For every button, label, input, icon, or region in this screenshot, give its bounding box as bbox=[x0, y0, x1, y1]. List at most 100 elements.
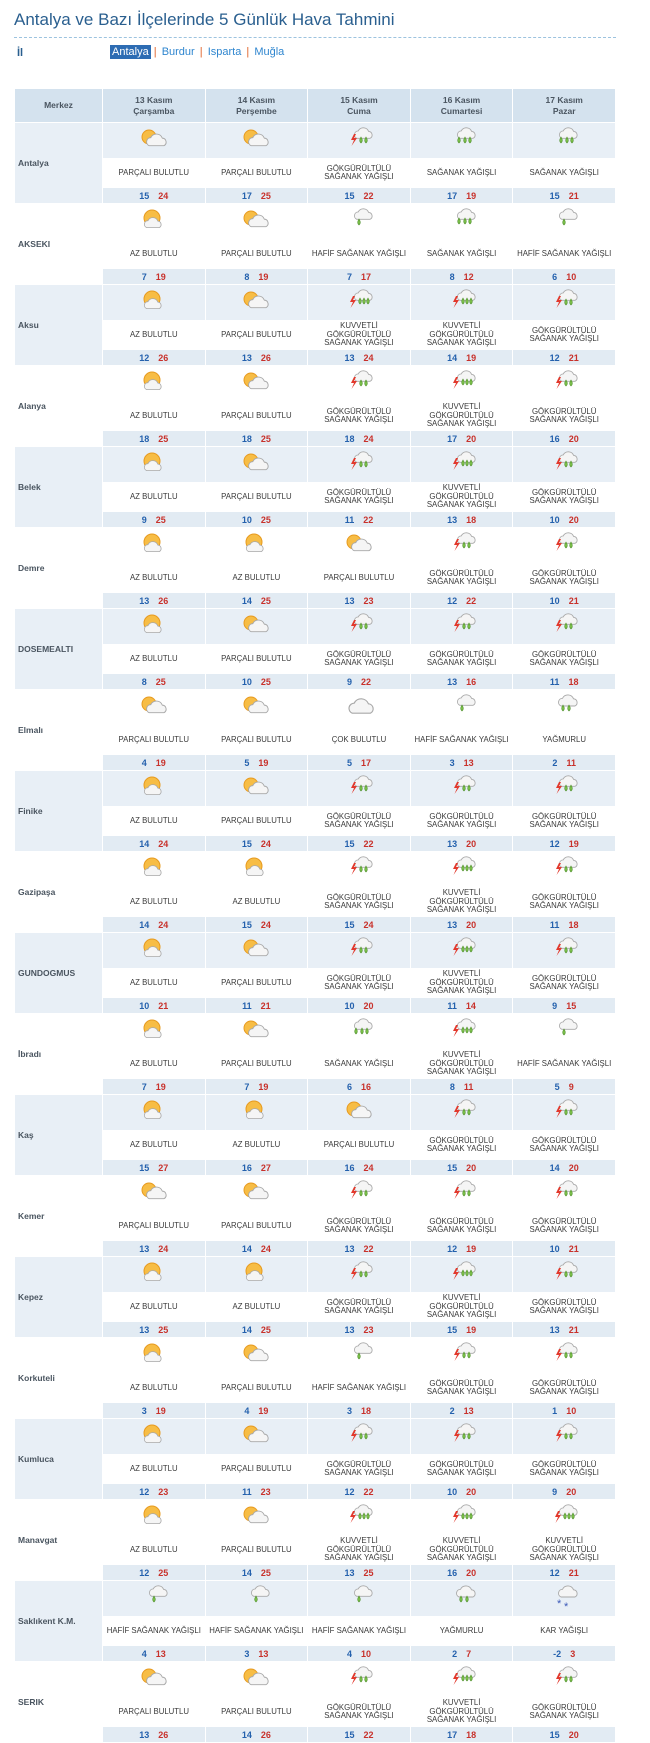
temperature-cell: 13 20 bbox=[409, 836, 514, 852]
icon-row: İbradı bbox=[14, 1013, 616, 1095]
temperature-cell: 9 25 bbox=[102, 512, 206, 528]
condition: GÖKGÜRÜLTÜLÜ SAĞANAK YAĞIŞLI bbox=[512, 887, 616, 917]
province-tab[interactable]: Isparta bbox=[207, 46, 242, 58]
temperature-cell: 18 25 bbox=[102, 431, 206, 447]
condition: GÖKGÜRÜLTÜLÜ SAĞANAK YAĞIŞLI bbox=[307, 482, 411, 512]
min-temp: 11 bbox=[242, 1000, 252, 1011]
condition-row: AZ BULUTLU AZ BULUTLU PARÇALI BULUTLU GÖKGÜ… bbox=[15, 563, 616, 593]
temperature-cell: 9 15 bbox=[512, 998, 616, 1014]
icon-cell bbox=[512, 203, 616, 239]
icon-cell bbox=[102, 608, 206, 644]
icon-row: Belek bbox=[14, 446, 616, 528]
temperature-cell: 12 19 bbox=[409, 1241, 514, 1257]
weather-icon bbox=[251, 1585, 270, 1603]
max-temp: 24 bbox=[363, 433, 374, 444]
max-temp: 19 bbox=[258, 1405, 269, 1416]
condition: KUVVETLİ GÖKGÜRÜLTÜLÜ SAĞANAK YAĞIŞLI bbox=[409, 1292, 514, 1322]
weather-icon bbox=[558, 694, 578, 712]
weather-icon bbox=[556, 451, 578, 470]
min-temp: 10 bbox=[241, 514, 252, 525]
province-tab[interactable]: Antalya bbox=[110, 45, 151, 59]
min-temp: 15 bbox=[241, 919, 252, 930]
weather-icon bbox=[555, 1504, 578, 1523]
weather-icon bbox=[143, 1100, 162, 1120]
location-name: Kemer bbox=[14, 1175, 103, 1257]
day-header: 13 Kasım Çarşamba bbox=[102, 88, 206, 123]
icon-cell bbox=[102, 1337, 206, 1373]
province-tab[interactable]: Burdur bbox=[161, 46, 195, 58]
condition: GÖKGÜRÜLTÜLÜ SAĞANAK YAĞIŞLI bbox=[409, 806, 514, 836]
max-temp: 24 bbox=[158, 1243, 169, 1254]
temperature-cell: 13 25 bbox=[102, 1322, 206, 1338]
temperature-cell: 16 20 bbox=[409, 1565, 514, 1581]
icon-row: Kemer bbox=[14, 1175, 616, 1257]
icon-row: DOSEMEALTI bbox=[14, 608, 616, 690]
max-temp: 13 bbox=[258, 1648, 269, 1659]
condition-row: AZ BULUTLU PARÇALI BULUTLU KUVVETLİ GÖKGÜR… bbox=[15, 320, 616, 350]
temperature-cell: 13 24 bbox=[102, 1241, 206, 1257]
max-temp: 13 bbox=[463, 1405, 474, 1416]
temperature-cell: 10 25 bbox=[204, 512, 309, 528]
corner-header: Merkez bbox=[14, 88, 103, 123]
temperature-cell: 7 19 bbox=[102, 1079, 206, 1095]
max-temp: 22 bbox=[363, 838, 374, 849]
condition: GÖKGÜRÜLTÜLÜ SAĞANAK YAĞIŞLI bbox=[512, 806, 616, 836]
wrapper: Antalya ve Bazı İlçelerinde 5 Günlük Hav… bbox=[14, 10, 616, 1743]
min-temp: 15 bbox=[344, 919, 355, 930]
min-temp: 10 bbox=[447, 1486, 458, 1497]
max-temp: 22 bbox=[360, 676, 371, 687]
weather-icon bbox=[556, 532, 578, 551]
weather-icon bbox=[243, 777, 269, 795]
condition: PARÇALI BULUTLU bbox=[204, 320, 309, 350]
icon-cell bbox=[512, 770, 616, 806]
weather-icon bbox=[556, 289, 578, 308]
icon-cell bbox=[409, 689, 514, 725]
weather-icon bbox=[243, 372, 269, 390]
max-temp: 22 bbox=[363, 1729, 374, 1740]
icon-cell bbox=[512, 1499, 616, 1535]
day-name: Perşembe bbox=[236, 105, 277, 116]
max-temp: 19 bbox=[258, 271, 269, 282]
temperature-row: 13 26 14 25 13 23 12 22 10 21 bbox=[15, 593, 616, 609]
temperature-cell: 13 18 bbox=[409, 512, 514, 528]
icon-cell bbox=[512, 1013, 616, 1049]
max-temp: 11 bbox=[566, 757, 576, 768]
location-name: Aksu bbox=[14, 284, 103, 366]
condition: AZ BULUTLU bbox=[102, 563, 206, 593]
weather-icon bbox=[452, 1504, 476, 1523]
province-label: İl bbox=[17, 47, 24, 59]
icon-cell bbox=[307, 446, 411, 482]
weather-icon bbox=[350, 1180, 373, 1199]
icon-cell bbox=[307, 122, 411, 158]
max-temp: 25 bbox=[158, 433, 169, 444]
condition: GÖKGÜRÜLTÜLÜ SAĞANAK YAĞIŞLI bbox=[307, 806, 411, 836]
icon-row: AKSEKI bbox=[14, 203, 616, 285]
condition: PARÇALI BULUTLU bbox=[204, 1697, 309, 1727]
icon-cell bbox=[512, 122, 616, 158]
location-name: Belek bbox=[14, 446, 103, 528]
temperature-row: 12 26 13 26 13 24 14 19 12 21 bbox=[15, 350, 616, 366]
min-temp: 13 bbox=[344, 1243, 355, 1254]
min-temp: 4 bbox=[244, 1405, 250, 1416]
temperature-cell: 10 20 bbox=[307, 998, 411, 1014]
temperature-cell: 7 17 bbox=[307, 269, 411, 285]
weather-icon bbox=[350, 775, 373, 794]
weather-icon bbox=[354, 1018, 373, 1035]
max-temp: 19 bbox=[155, 757, 166, 768]
min-temp: 12 bbox=[549, 1567, 560, 1578]
temperature-cell: 9 22 bbox=[307, 674, 411, 690]
max-temp: 16 bbox=[466, 676, 477, 687]
temperature-row: 9 25 10 25 11 22 13 18 10 20 bbox=[15, 512, 616, 528]
province-tab[interactable]: Muğla bbox=[254, 46, 285, 58]
weather-icon bbox=[456, 208, 476, 225]
tab-separator: | bbox=[196, 46, 206, 58]
max-temp: 20 bbox=[363, 1000, 374, 1011]
max-temp: 20 bbox=[466, 1567, 477, 1578]
icon-cell bbox=[512, 1256, 616, 1292]
temperature-cell: 6 16 bbox=[307, 1079, 411, 1095]
icon-cell bbox=[409, 1094, 514, 1130]
weather-icon bbox=[453, 1099, 476, 1118]
weather-icon bbox=[143, 1505, 162, 1525]
condition-row: AZ BULUTLU PARÇALI BULUTLU KUVVETLİ GÖKGÜR… bbox=[15, 1535, 616, 1565]
